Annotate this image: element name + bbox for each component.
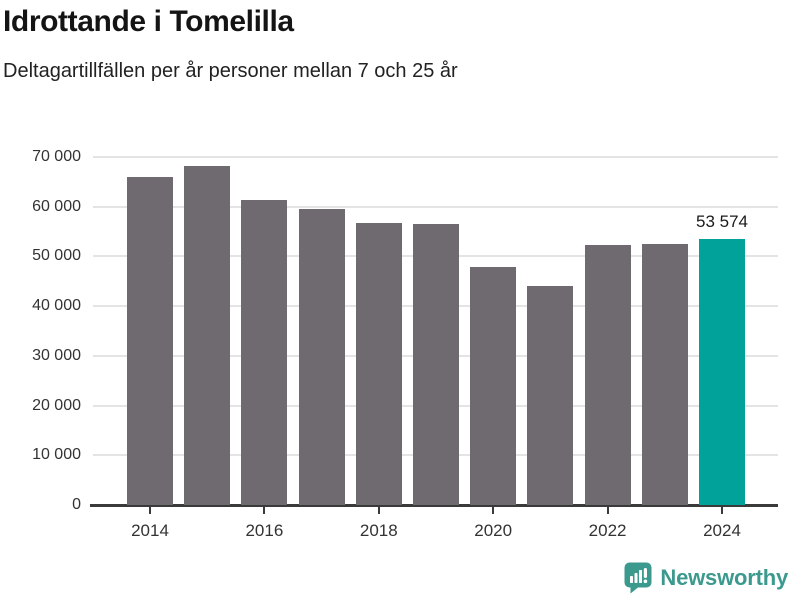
bar-2016 <box>241 199 288 505</box>
value-label-2024: 53 574 <box>696 211 748 231</box>
y-tick-label-40000: 40 000 <box>32 297 81 315</box>
bar-2024 <box>699 238 745 505</box>
bar-2020 <box>470 266 517 505</box>
x-tick-label-2014: 2014 <box>131 521 169 540</box>
bar-2023 <box>641 243 688 505</box>
bar-2015 <box>184 165 231 505</box>
newsworthy-logo-icon <box>624 562 652 594</box>
y-tick-label-20000: 20 000 <box>32 396 81 414</box>
x-tick-2020 <box>492 507 495 514</box>
x-tick-label-2016: 2016 <box>245 521 284 540</box>
y-tick-label-30000: 30 000 <box>32 346 81 364</box>
y-gridline-60000 <box>93 205 778 208</box>
y-tick-label-60000: 60 000 <box>32 197 81 215</box>
y-gridline-70000 <box>93 156 778 158</box>
x-tick-2014 <box>149 507 151 514</box>
y-tick-label-10000: 10 000 <box>32 446 81 464</box>
x-tick-2024 <box>721 507 723 514</box>
x-tick-label-2020: 2020 <box>474 521 513 540</box>
chart-subtitle: Deltagartillfällen per år personer mella… <box>3 60 458 82</box>
bar-2018 <box>355 222 402 505</box>
y-tick-label-70000: 70 000 <box>32 148 81 165</box>
brand-name: Newsworthy <box>660 565 788 590</box>
page-title: Idrottande i Tomelilla <box>3 5 294 38</box>
bar-2021 <box>527 285 574 505</box>
bar-2014 <box>127 176 173 505</box>
y-tick-label-50000: 50 000 <box>32 247 81 265</box>
brand-footer: Newsworthy <box>624 562 788 594</box>
x-axis-line <box>90 504 778 507</box>
x-tick-label-2024: 2024 <box>703 521 741 540</box>
y-tick-label-0: 0 <box>72 496 81 513</box>
x-tick-label-2022: 2022 <box>588 521 627 540</box>
bar-2019 <box>413 224 459 505</box>
x-tick-2022 <box>606 507 609 514</box>
x-tick-2018 <box>377 507 380 514</box>
bar-2017 <box>298 208 345 505</box>
x-tick-label-2018: 2018 <box>359 521 398 540</box>
bar-2022 <box>584 245 631 505</box>
x-tick-2016 <box>263 507 266 514</box>
